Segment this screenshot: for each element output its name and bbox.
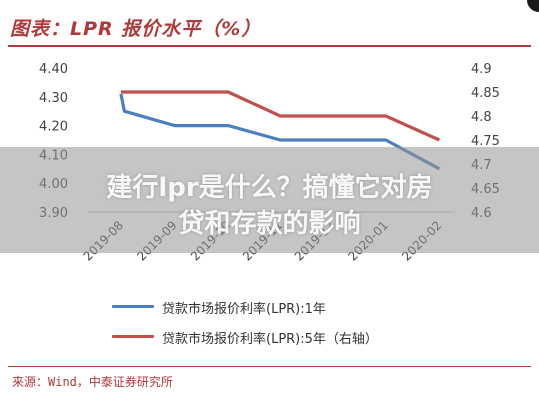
series-line-lpr-1y bbox=[119, 93, 441, 171]
corner-decoration bbox=[527, 0, 539, 12]
series-line-lpr-5y bbox=[120, 90, 441, 142]
chart-title: 图表：LPR 报价水平（%） bbox=[10, 18, 262, 40]
title-divider bbox=[8, 45, 531, 47]
y-left-tick-label: 4.20 bbox=[39, 120, 68, 135]
watermark-overlay: 建行lpr是什么？搞懂它对房 贷和存款的影响 bbox=[0, 147, 539, 253]
legend-swatch-lpr-1y bbox=[112, 305, 154, 308]
chart-legend: 贷款市场报价利率(LPR):1年 贷款市场报价利率(LPR):5年（右轴） bbox=[112, 292, 492, 352]
legend-label-lpr-1y: 贷款市场报价利率(LPR):1年 bbox=[162, 302, 326, 317]
y-left-tick-label: 4.40 bbox=[39, 62, 68, 77]
legend-label-lpr-5y: 贷款市场报价利率(LPR):5年（右轴） bbox=[162, 332, 378, 347]
y-right-tick-label: 4.85 bbox=[471, 86, 500, 101]
legend-item-lpr-5y: 贷款市场报价利率(LPR):5年（右轴） bbox=[112, 322, 492, 352]
legend-item-lpr-1y: 贷款市场报价利率(LPR):1年 bbox=[112, 292, 492, 322]
y-right-tick-label: 4.8 bbox=[471, 110, 492, 125]
y-left-tick-label: 4.30 bbox=[39, 91, 68, 106]
legend-swatch-lpr-5y bbox=[112, 335, 154, 338]
overlay-headline-line-1: 建行lpr是什么？搞懂它对房 bbox=[106, 173, 433, 203]
y-right-tick-label: 4.75 bbox=[471, 134, 500, 149]
source-note: 来源：Wind，中泰证券研究所 bbox=[12, 375, 173, 389]
footer-divider bbox=[8, 366, 531, 367]
y-right-tick-label: 4.9 bbox=[471, 62, 492, 77]
overlay-headline-line-2: 贷和存款的影响 bbox=[178, 209, 361, 239]
title-bar: 图表：LPR 报价水平（%） bbox=[0, 0, 539, 50]
